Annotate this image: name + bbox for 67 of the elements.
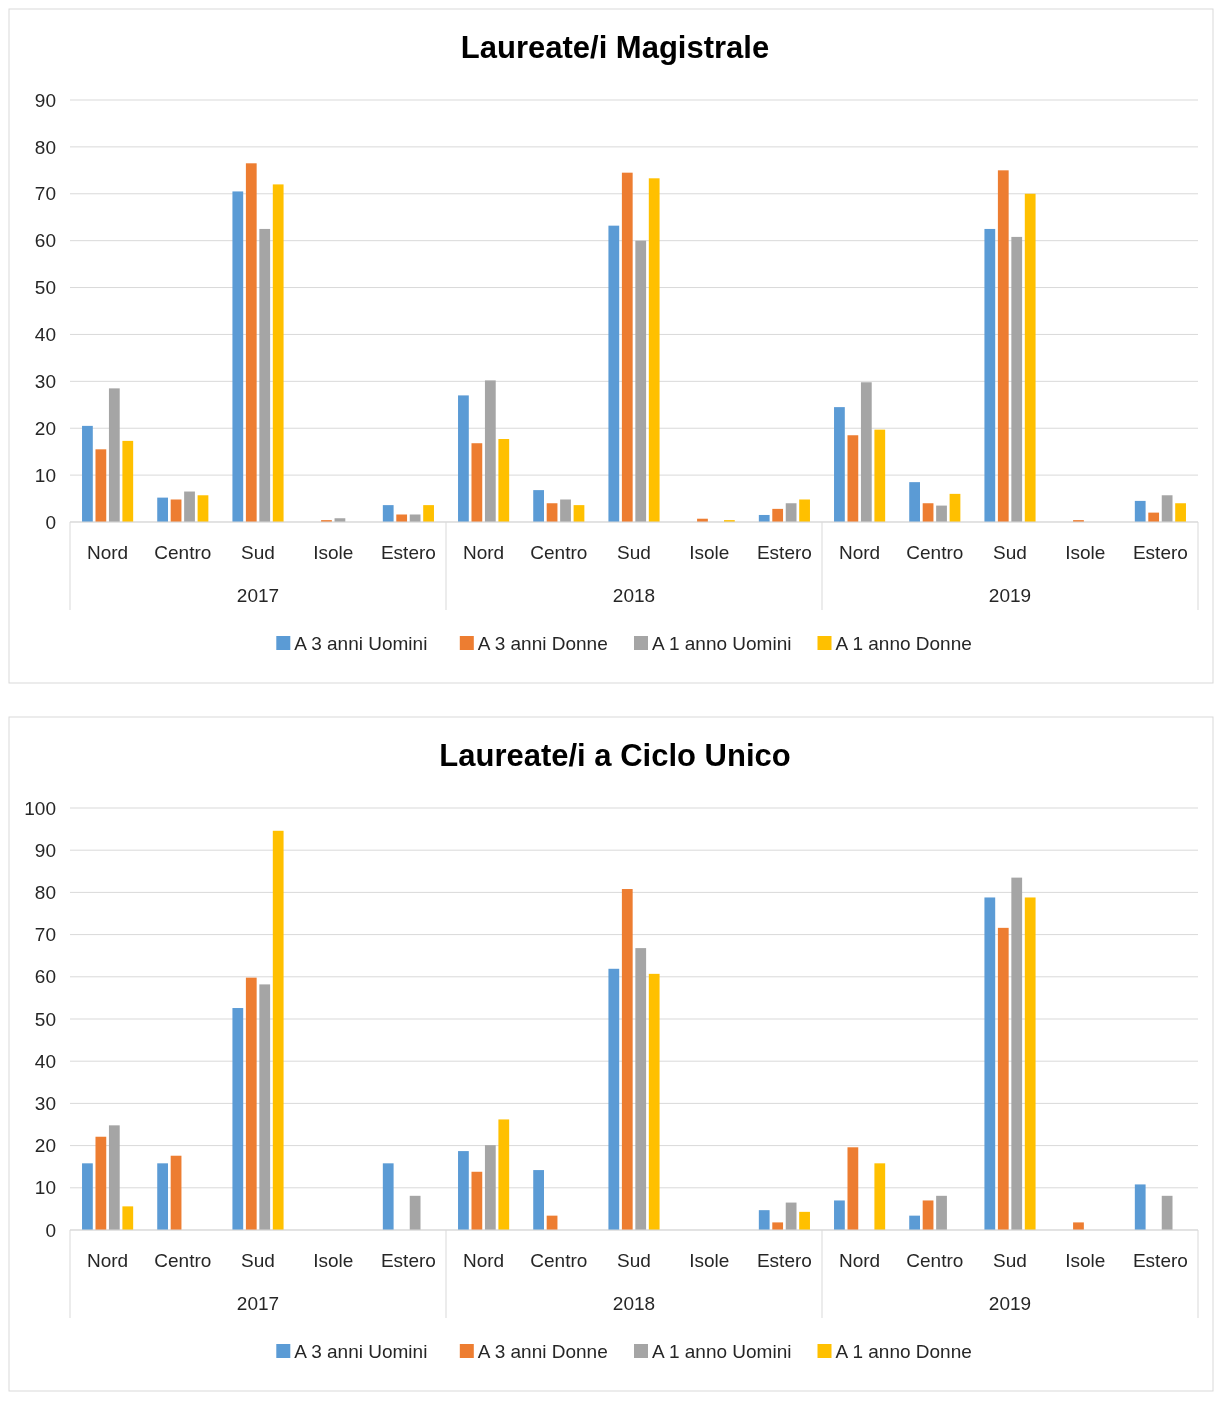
x-tick-label: Isole [313,542,354,563]
x-tick-label: Sud [617,1250,651,1271]
x-tick-label: Sud [993,1250,1027,1271]
x-tick-label: Isole [313,1250,354,1271]
legend-label: A 1 anno Uomini [652,632,792,654]
y-tick-label: 40 [34,324,56,346]
x-tick-label: Nord [87,542,129,563]
x-tick-label: Centro [154,1250,212,1271]
chart-title: Laureate/i Magistrale [460,30,770,65]
y-tick-label: 90 [34,89,56,111]
y-tick-label: 70 [34,183,56,205]
legend-label: A 1 anno Donne [835,632,972,654]
x-tick-label: Centro [906,1250,964,1271]
y-tick-label: 0 [45,511,56,533]
x-tick-label: Estero [1132,1250,1188,1271]
x-tick-label: Sud [993,542,1027,563]
x-tick-label: Centro [154,542,212,563]
legend-label: A 3 anni Uomini [294,632,428,654]
text: 2019 [988,1293,1032,1314]
y-tick-label: 10 [34,1177,56,1199]
text: 2019 [988,585,1032,606]
text: 2017 [236,1293,280,1314]
x-tick-label: Nord [839,542,881,563]
x-tick-label: Estero [1132,542,1188,563]
x-tick-label: Isole [1065,542,1106,563]
x-tick-label: Nord [463,1250,505,1271]
x-tick-label: Centro [530,1250,588,1271]
text: 2018 [612,585,656,606]
y-tick-label: 20 [34,417,56,439]
text: 2017 [236,585,280,606]
y-tick-label: 80 [34,136,56,158]
y-tick-label: 80 [34,882,56,904]
y-tick-label: 60 [34,966,56,988]
chart-title: Laureate/i a Ciclo Unico [439,738,791,773]
y-tick-label: 90 [34,839,56,861]
y-tick-label: 50 [34,1008,56,1030]
x-tick-label: Isole [1065,1250,1106,1271]
legend-label: A 3 anni Donne [477,1340,608,1362]
legend-label: A 1 anno Uomini [652,1340,792,1362]
x-tick-label: Estero [756,542,812,563]
x-tick-label: Estero [756,1250,812,1271]
legend-label: A 1 anno Donne [835,1340,972,1362]
y-tick-label: 50 [34,277,56,299]
x-tick-label: Sud [617,542,651,563]
x-tick-label: Isole [689,1250,730,1271]
x-tick-label: Centro [530,542,588,563]
y-tick-label: 0 [45,1219,56,1241]
x-tick-label: Centro [906,542,964,563]
legend-label: A 3 anni Donne [477,632,608,654]
y-tick-label: 40 [34,1050,56,1072]
x-tick-label: Sud [241,542,275,563]
y-tick-label: 20 [34,1135,56,1157]
x-tick-label: Isole [689,542,730,563]
y-tick-label: 30 [34,1093,56,1115]
y-tick-label: 70 [34,924,56,946]
x-tick-label: Estero [380,1250,436,1271]
y-tick-label: 30 [34,370,56,392]
x-tick-label: Nord [87,1250,129,1271]
y-tick-label: 60 [34,230,56,252]
x-tick-label: Estero [380,542,436,563]
y-tick-label: 100 [24,797,56,819]
y-tick-label: 10 [34,464,56,486]
text: 2018 [612,1293,656,1314]
x-tick-label: Nord [839,1250,881,1271]
x-tick-label: Sud [241,1250,275,1271]
x-tick-label: Nord [463,542,505,563]
legend-label: A 3 anni Uomini [294,1340,428,1362]
